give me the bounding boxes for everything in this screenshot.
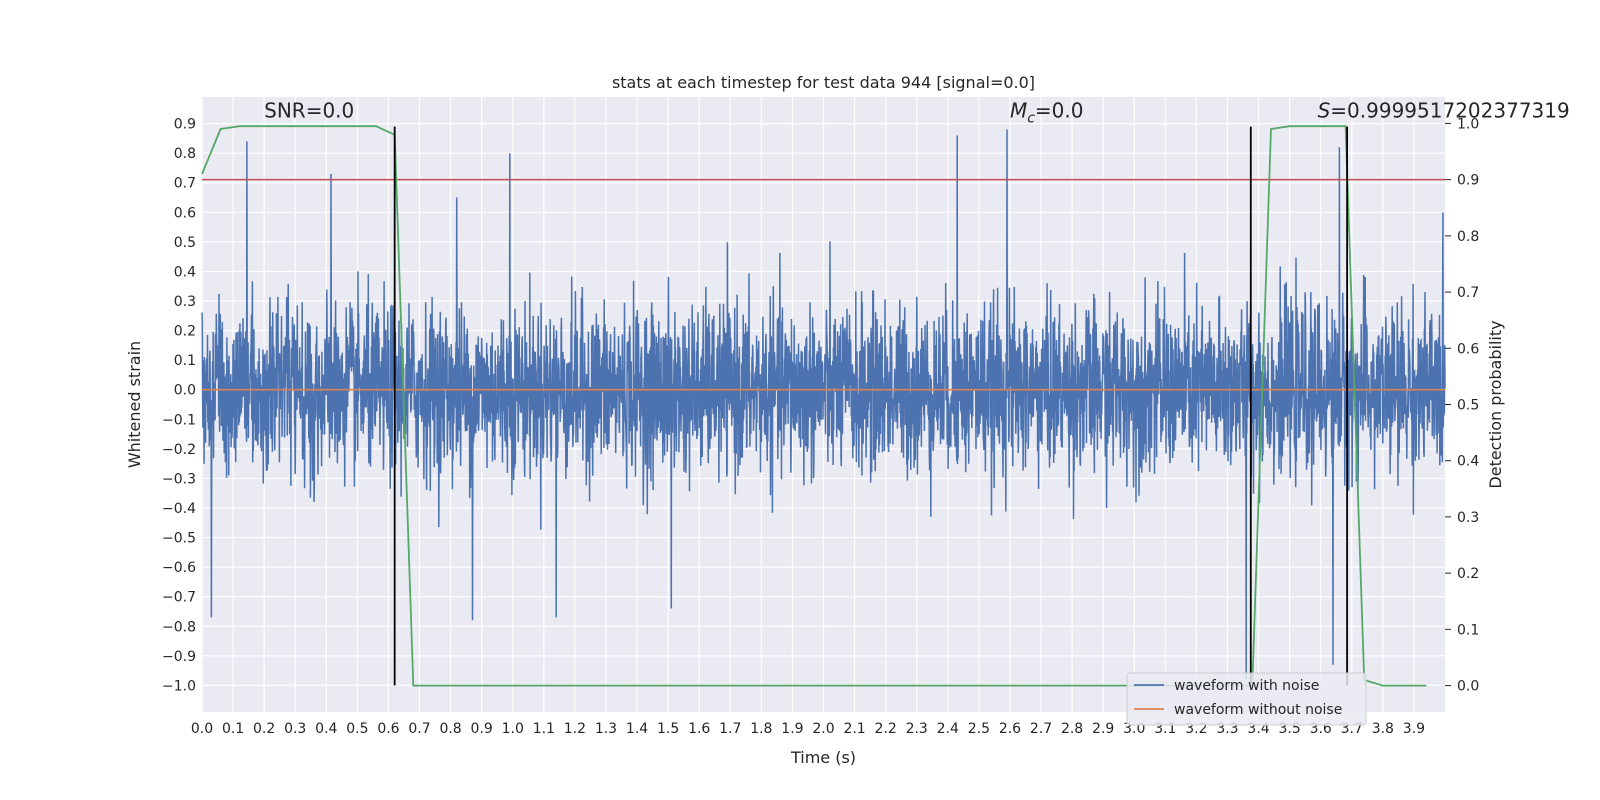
x-tick-label: 1.8 xyxy=(750,721,772,737)
annotation-score: S=0.9999517202377319 xyxy=(1318,99,1570,123)
y-tick-label-left: −0.8 xyxy=(162,619,196,635)
y-tick-label-right: 0.1 xyxy=(1457,622,1479,638)
annotation-symbol: S xyxy=(1318,99,1331,123)
x-tick-label: 0.2 xyxy=(253,721,275,737)
x-tick-label: 2.0 xyxy=(812,721,834,737)
detection-probability-line xyxy=(201,125,1427,687)
y-tick-label-left: −0.9 xyxy=(162,649,196,665)
y-tick-label-left: −0.7 xyxy=(162,590,196,606)
x-tick-label: 1.1 xyxy=(533,721,555,737)
y-tick-label-right: 0.4 xyxy=(1457,454,1479,470)
x-tick-label: 1.6 xyxy=(688,721,710,737)
y-tick-label-right: 0.8 xyxy=(1457,229,1479,245)
x-tick-label: 0.1 xyxy=(222,721,244,737)
x-tick-label: 2.3 xyxy=(906,721,928,737)
x-tick-label: 0.5 xyxy=(346,721,368,737)
x-tick-label: 0.0 xyxy=(191,721,213,737)
legend-box xyxy=(1126,672,1367,726)
y-tick-label-left: 0.6 xyxy=(174,205,196,221)
annotation-value: =0.0 xyxy=(1035,99,1084,123)
y-axis-label-left: Whitened strain xyxy=(125,341,144,468)
y-tick-label-left: −0.2 xyxy=(162,442,196,458)
y-tick-label-right: 0.0 xyxy=(1457,679,1479,695)
y-tick-label-left: 0.4 xyxy=(174,264,196,280)
annotation-symbol: M xyxy=(1010,99,1027,123)
y-tick-label-left: −0.3 xyxy=(162,471,196,487)
annotation-subscript: c xyxy=(1027,111,1035,127)
annotation-value: =0.9999517202377319 xyxy=(1330,99,1569,123)
y-tick-label-left: 0.1 xyxy=(174,353,196,369)
series-detection-probability xyxy=(201,125,1427,687)
y-tick-labels-right: 1.0 0.9 0.8 0.7 0.6 0.5 0.4 0.3 0.2 0.1 0.0 xyxy=(1445,116,1479,695)
x-tick-label: 2.9 xyxy=(1092,721,1114,737)
y-tick-label-left: 0.3 xyxy=(174,294,196,310)
y-axis-label-right: Detection probability xyxy=(1486,320,1505,488)
y-tick-label-right: 1.0 xyxy=(1457,116,1479,132)
y-tick-label-left: −0.5 xyxy=(162,531,196,547)
x-tick-label: 2.7 xyxy=(1030,721,1052,737)
x-tick-label: 0.6 xyxy=(377,721,399,737)
x-tick-label: 0.9 xyxy=(471,721,493,737)
legend-label-waveform-with-noise: waveform with noise xyxy=(1174,678,1319,694)
x-tick-label: 2.5 xyxy=(968,721,990,737)
x-tick-label: 3.9 xyxy=(1403,721,1425,737)
y-tick-label-left: 0.9 xyxy=(174,117,196,133)
y-tick-label-right: 0.7 xyxy=(1457,285,1479,301)
x-tick-label: 2.1 xyxy=(843,721,865,737)
y-tick-label-right: 0.5 xyxy=(1457,398,1479,414)
x-tick-label: 1.3 xyxy=(595,721,617,737)
x-tick-label: 2.8 xyxy=(1061,721,1083,737)
x-tick-label: 0.8 xyxy=(439,721,461,737)
legend-label-waveform-without-noise: waveform without noise xyxy=(1174,702,1342,718)
y-tick-label-left: 0.2 xyxy=(174,324,196,340)
x-tick-label: 1.4 xyxy=(626,721,648,737)
y-tick-label-left: 0.7 xyxy=(174,176,196,192)
y-tick-label-right: 0.9 xyxy=(1457,173,1479,189)
x-tick-label: 1.9 xyxy=(781,721,803,737)
y-tick-label-left: −0.4 xyxy=(162,501,196,517)
y-tick-label-left: −0.1 xyxy=(162,412,196,428)
x-tick-label: 3.8 xyxy=(1372,721,1394,737)
x-tick-label: 1.0 xyxy=(502,721,524,737)
x-tick-label: 2.4 xyxy=(937,721,959,737)
x-tick-label: 1.5 xyxy=(657,721,679,737)
x-tick-label: 0.4 xyxy=(315,721,337,737)
chart-title: stats at each timestep for test data 944… xyxy=(612,73,1035,92)
x-tick-label: 1.7 xyxy=(719,721,741,737)
x-axis-label: Time (s) xyxy=(790,748,856,767)
x-tick-label: 1.2 xyxy=(564,721,586,737)
y-tick-label-left: 0.5 xyxy=(174,235,196,251)
series-waveform-with-noise xyxy=(201,129,1446,680)
x-tick-label: 2.6 xyxy=(999,721,1021,737)
y-tick-label-right: 0.2 xyxy=(1457,566,1479,582)
legend: waveform with noise waveform without nois… xyxy=(1126,672,1367,726)
y-tick-label-right: 0.3 xyxy=(1457,510,1479,526)
y-tick-label-left: −0.6 xyxy=(162,560,196,576)
x-tick-label: 2.2 xyxy=(875,721,897,737)
annotation-snr: SNR=0.0 xyxy=(264,99,354,123)
y-tick-label-left: 0.8 xyxy=(174,146,196,162)
x-tick-label: 0.7 xyxy=(408,721,430,737)
x-tick-label: 0.3 xyxy=(284,721,306,737)
annotation-chirp-mass: Mc=0.0 xyxy=(1010,99,1084,127)
y-tick-label-right: 0.6 xyxy=(1457,341,1479,357)
y-tick-label-left: 0.0 xyxy=(174,383,196,399)
y-tick-labels-left: 0.9 0.8 0.7 0.6 0.5 0.4 0.3 0.2 0.1 0.0 −0.1 −0.2 −0… xyxy=(162,117,196,695)
y-tick-label-left: −1.0 xyxy=(162,678,196,694)
